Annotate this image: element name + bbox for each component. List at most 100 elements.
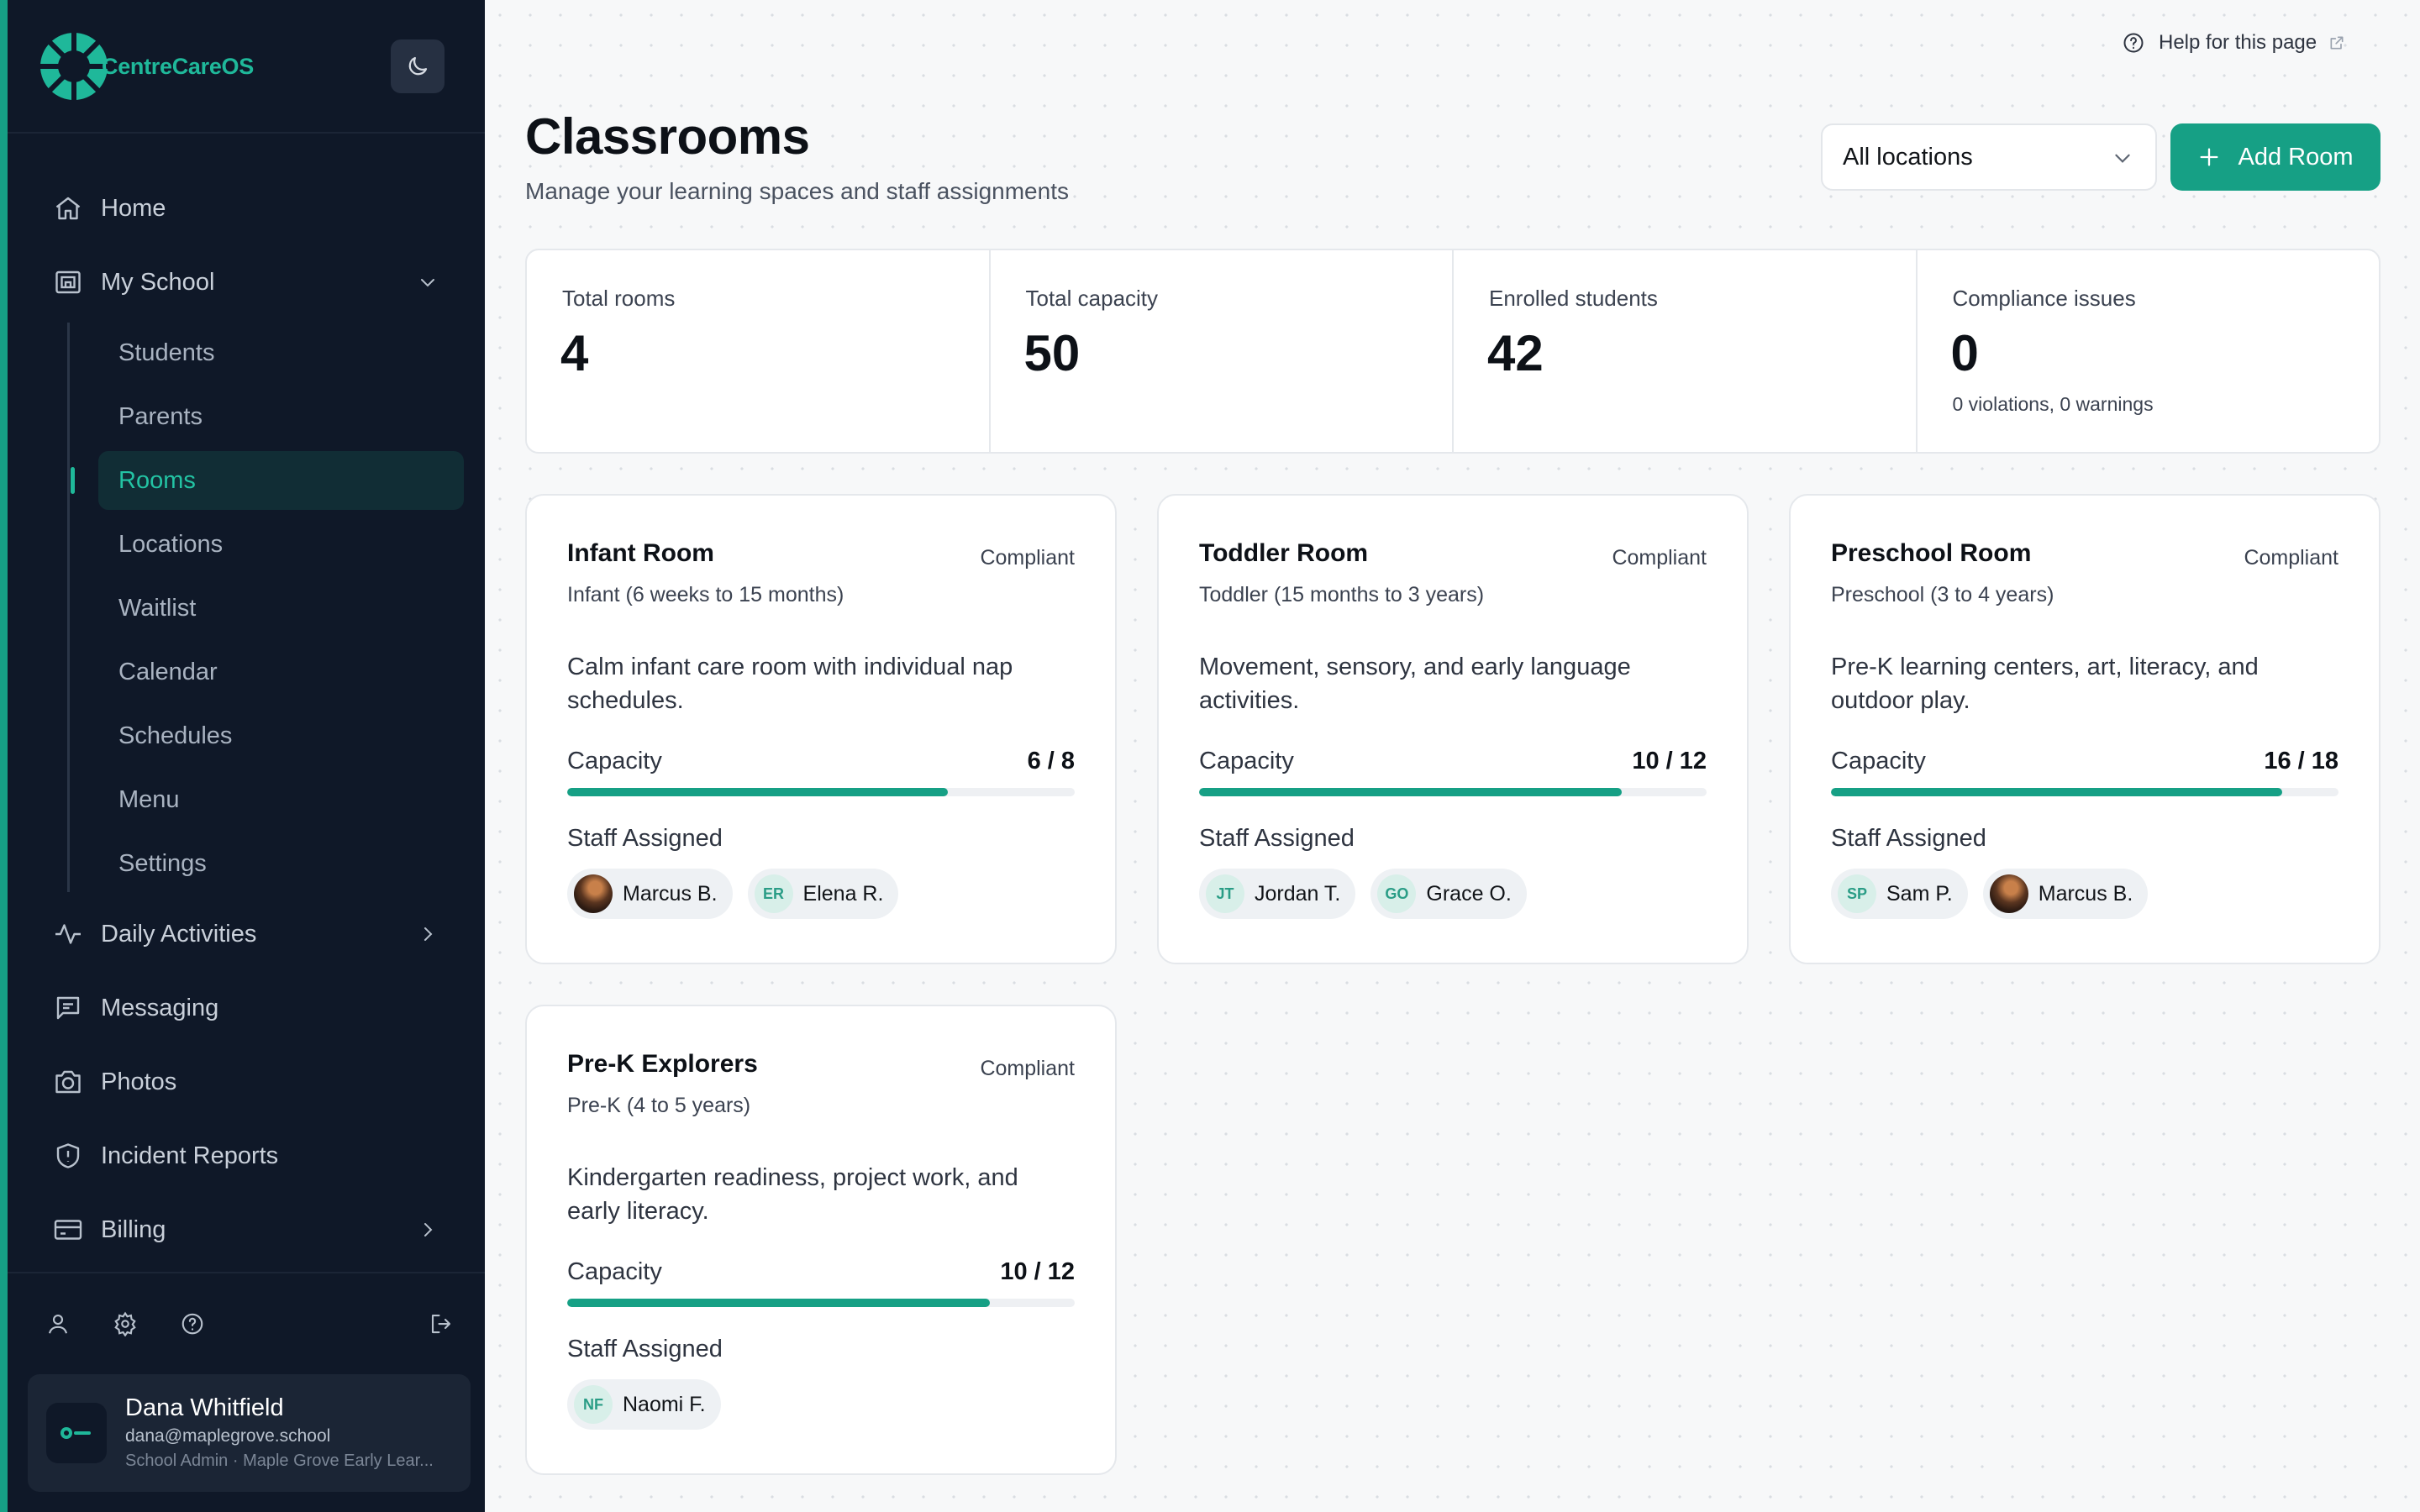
stat-note: 0 violations, 0 warnings bbox=[1952, 393, 2154, 415]
staff-chip[interactable]: ER Elena R. bbox=[747, 869, 899, 919]
brand[interactable]: CentreCareOS bbox=[38, 30, 254, 102]
room-description: Calm infant care room with individual na… bbox=[567, 654, 1013, 714]
sidebar-item-locations[interactable]: Locations bbox=[118, 530, 224, 558]
room-name: Pre-K Explorers bbox=[567, 1050, 758, 1078]
sidebar-item-parents[interactable]: Parents bbox=[118, 402, 203, 430]
avatar: ER bbox=[754, 874, 793, 913]
capacity-bar-fill bbox=[567, 1299, 991, 1307]
user-email: dana@maplegrove.school bbox=[125, 1426, 331, 1446]
capacity-bar bbox=[1199, 788, 1707, 796]
staff-name: Elena R. bbox=[802, 881, 884, 906]
sidebar-item-schedules[interactable]: Schedules bbox=[118, 722, 233, 749]
plus-icon bbox=[2197, 144, 2223, 170]
stat-value: 42 bbox=[1487, 325, 1544, 381]
staff-name: Grace O. bbox=[1426, 881, 1512, 906]
room-card-preschool-room[interactable]: Preschool Room Compliant Preschool (3 to… bbox=[1789, 494, 2381, 964]
sidebar-divider bbox=[8, 132, 485, 134]
status-badge: Compliant bbox=[2244, 546, 2338, 570]
sidebar-footer-actions bbox=[8, 1300, 485, 1347]
location-select[interactable]: All locations bbox=[1821, 123, 2157, 191]
help-link-label: Help for this page bbox=[2159, 31, 2317, 54]
capacity-bar bbox=[1831, 788, 2338, 796]
room-description: Pre-K learning centers, art, literacy, a… bbox=[1831, 654, 2259, 714]
nav-item-messaging[interactable]: Messaging bbox=[8, 983, 485, 1033]
nav-item-my-school[interactable]: My School bbox=[8, 257, 485, 307]
gear-icon[interactable] bbox=[108, 1307, 142, 1341]
capacity-label: Capacity bbox=[567, 1258, 662, 1285]
nav-label: Daily Activities bbox=[101, 920, 257, 948]
room-card-toddler-room[interactable]: Toddler Room Compliant Toddler (15 month… bbox=[1157, 494, 1749, 964]
room-age-group: Preschool (3 to 4 years) bbox=[1831, 583, 2054, 606]
sidebar-divider bbox=[8, 1272, 485, 1273]
user-name: Dana Whitfield bbox=[125, 1394, 284, 1421]
avatar bbox=[46, 1403, 107, 1463]
stat-value: 4 bbox=[560, 325, 589, 381]
staff-chip[interactable]: GO Grace O. bbox=[1370, 869, 1527, 919]
main-content: Help for this page Classrooms Manage you… bbox=[485, 0, 2420, 1512]
staff-chip[interactable]: NF Naomi F. bbox=[567, 1379, 721, 1430]
sidebar-item-menu[interactable]: Menu bbox=[118, 785, 180, 813]
capacity-label: Capacity bbox=[567, 748, 662, 774]
staff-chip[interactable]: JT Jordan T. bbox=[1199, 869, 1356, 919]
chevron-right-icon bbox=[416, 922, 439, 946]
chevron-down-icon bbox=[2110, 145, 2135, 171]
staff-chip[interactable]: Marcus B. bbox=[567, 869, 733, 919]
staff-assigned-label: Staff Assigned bbox=[1831, 825, 1986, 852]
sidebar-item-waitlist[interactable]: Waitlist bbox=[118, 594, 197, 622]
room-name: Infant Room bbox=[567, 539, 714, 567]
add-room-button[interactable]: Add Room bbox=[2170, 123, 2381, 191]
app-name: CentreCareOS bbox=[102, 53, 254, 79]
subnav-guide-line bbox=[67, 323, 70, 892]
status-badge: Compliant bbox=[980, 546, 1075, 570]
stat-value: 50 bbox=[1023, 325, 1081, 381]
page-title: Classrooms bbox=[525, 108, 810, 165]
staff-name: Naomi F. bbox=[623, 1392, 706, 1416]
capacity-bar-fill bbox=[1831, 788, 2282, 796]
page-subtitle: Manage your learning spaces and staff as… bbox=[525, 178, 1069, 204]
avatar bbox=[574, 874, 613, 913]
activity-icon bbox=[51, 917, 85, 951]
external-link-icon bbox=[2328, 34, 2347, 52]
help-icon[interactable] bbox=[176, 1307, 209, 1341]
theme-toggle-button[interactable] bbox=[391, 39, 445, 93]
sidebar-item-students[interactable]: Students bbox=[118, 339, 215, 366]
capacity-value: 10 / 12 bbox=[1632, 748, 1707, 774]
moon-icon bbox=[408, 56, 428, 76]
room-age-group: Toddler (15 months to 3 years) bbox=[1199, 583, 1485, 606]
nav-item-photos[interactable]: Photos bbox=[8, 1057, 485, 1107]
sidebar-item-calendar[interactable]: Calendar bbox=[118, 658, 218, 685]
staff-name: Marcus B. bbox=[623, 881, 718, 906]
staff-list: NF Naomi F. bbox=[567, 1379, 721, 1430]
nav-label: Messaging bbox=[101, 994, 219, 1021]
staff-chip[interactable]: Marcus B. bbox=[1982, 869, 2149, 919]
staff-list: JT Jordan T. GO Grace O. bbox=[1199, 869, 1527, 919]
help-link[interactable]: Help for this page bbox=[2122, 30, 2347, 55]
logo-icon bbox=[60, 1427, 91, 1439]
avatar: GO bbox=[1377, 874, 1417, 913]
sidebar-item-settings[interactable]: Settings bbox=[118, 849, 207, 877]
capacity-label: Capacity bbox=[1199, 748, 1294, 774]
staff-assigned-label: Staff Assigned bbox=[567, 825, 723, 852]
stat-label: Compliance issues bbox=[1952, 286, 2136, 311]
school-icon bbox=[51, 265, 85, 299]
nav-item-incident-reports[interactable]: Incident Reports bbox=[8, 1131, 485, 1181]
nav-item-home[interactable]: Home bbox=[8, 183, 485, 234]
staff-chip[interactable]: SP Sam P. bbox=[1831, 869, 1968, 919]
nav-label: Home bbox=[101, 194, 166, 222]
staff-name: Jordan T. bbox=[1255, 881, 1341, 906]
room-card-pre-k-explorers[interactable]: Pre-K Explorers Compliant Pre-K (4 to 5 … bbox=[525, 1005, 1117, 1475]
camera-icon bbox=[51, 1065, 85, 1099]
logo-icon bbox=[38, 30, 110, 102]
capacity-label: Capacity bbox=[1831, 748, 1926, 774]
user-profile-card[interactable]: Dana Whitfield dana@maplegrove.school Sc… bbox=[28, 1374, 471, 1492]
sidebar-item-rooms[interactable]: Rooms bbox=[98, 451, 464, 510]
nav-item-billing[interactable]: Billing bbox=[8, 1205, 485, 1255]
stat-total-rooms: Total rooms 4 bbox=[527, 250, 991, 452]
room-card-infant-room[interactable]: Infant Room Compliant Infant (6 weeks to… bbox=[525, 494, 1117, 964]
status-badge: Compliant bbox=[1612, 546, 1707, 570]
stat-label: Total rooms bbox=[562, 286, 676, 311]
nav-item-daily-activities[interactable]: Daily Activities bbox=[8, 909, 485, 959]
credit-card-icon bbox=[51, 1213, 85, 1247]
logout-icon[interactable] bbox=[424, 1307, 458, 1341]
user-icon[interactable] bbox=[41, 1307, 75, 1341]
